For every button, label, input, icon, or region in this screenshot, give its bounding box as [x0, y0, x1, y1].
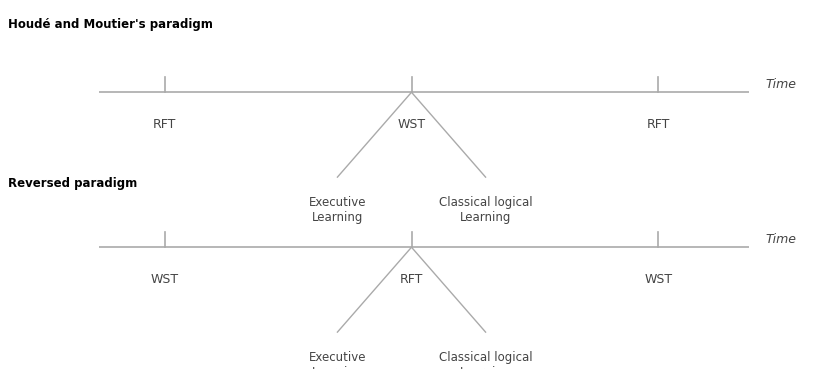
- Text: WST: WST: [398, 118, 425, 131]
- Text: RFT: RFT: [400, 273, 423, 286]
- Text: Houdé and Moutier's paradigm: Houdé and Moutier's paradigm: [8, 18, 213, 31]
- Text: RFT: RFT: [153, 118, 176, 131]
- Text: Executive
Learning: Executive Learning: [309, 196, 366, 224]
- Text: Time: Time: [765, 78, 797, 92]
- Text: Classical logical
Learning: Classical logical Learning: [439, 196, 532, 224]
- Text: WST: WST: [644, 273, 672, 286]
- Text: Executive
Learning: Executive Learning: [309, 351, 366, 369]
- Text: RFT: RFT: [647, 118, 670, 131]
- Text: Reversed paradigm: Reversed paradigm: [8, 177, 137, 190]
- Text: Time: Time: [765, 233, 797, 246]
- Text: Classical logical
Learning: Classical logical Learning: [439, 351, 532, 369]
- Text: WST: WST: [151, 273, 179, 286]
